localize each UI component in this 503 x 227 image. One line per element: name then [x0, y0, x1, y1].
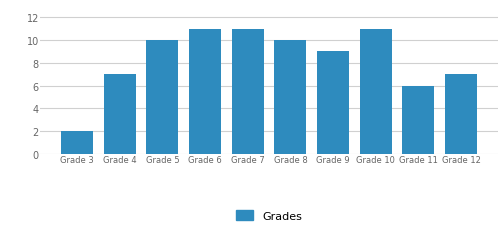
Bar: [445, 75, 477, 154]
Legend: Grades: Grades: [232, 206, 306, 226]
Bar: [146, 41, 179, 154]
Bar: [61, 132, 93, 154]
Bar: [317, 52, 349, 154]
Bar: [104, 75, 136, 154]
Bar: [232, 30, 264, 154]
Bar: [189, 30, 221, 154]
Bar: [275, 41, 306, 154]
Bar: [360, 30, 392, 154]
Bar: [402, 86, 435, 154]
